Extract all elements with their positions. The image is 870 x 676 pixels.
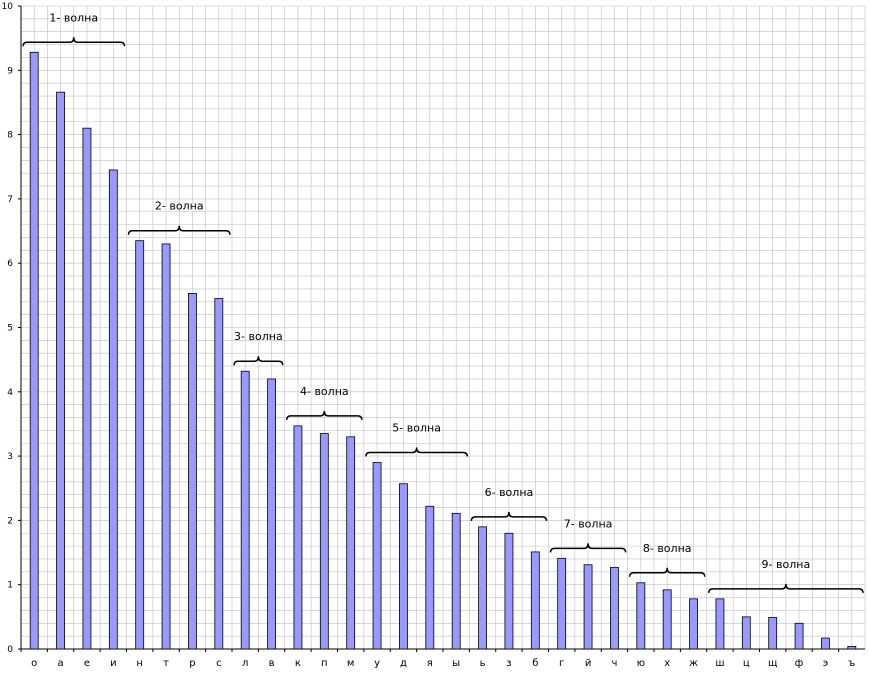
bar-о xyxy=(29,51,39,650)
x-tick-label: б xyxy=(532,658,538,669)
wave-label: 5- волна xyxy=(392,422,441,435)
wave-brace xyxy=(286,410,363,420)
bar-ъ xyxy=(847,646,857,650)
x-tick-label: з xyxy=(506,658,511,669)
x-tick-label: к xyxy=(295,658,301,669)
y-tick-label: 0 xyxy=(7,645,13,655)
bar-и xyxy=(108,169,118,650)
x-tick-label: а xyxy=(57,658,63,669)
bar-ь xyxy=(478,526,487,650)
wave-brace xyxy=(127,225,231,235)
x-tick-label: э xyxy=(823,658,829,669)
x-tick-label: у xyxy=(374,658,380,669)
bar-в xyxy=(267,378,276,650)
x-tick-label: я xyxy=(427,658,433,669)
bar-ж xyxy=(689,598,698,650)
x-tick-label: т xyxy=(163,658,169,669)
bar-а xyxy=(56,91,65,650)
wave-label: 3- волна xyxy=(234,330,283,343)
bar-б xyxy=(530,551,540,650)
y-tick-label: 8 xyxy=(7,131,13,141)
bar-п xyxy=(319,433,329,650)
y-tick-label: 5 xyxy=(7,324,13,334)
bar-м xyxy=(346,436,356,650)
bar-ю xyxy=(636,582,646,650)
bar-у xyxy=(372,462,382,650)
x-tick-label: ч xyxy=(611,658,617,669)
x-tick-label: г xyxy=(559,658,564,669)
y-tick-label: 2 xyxy=(7,516,13,526)
bar-х xyxy=(662,589,672,650)
x-tick-label: ц xyxy=(743,658,750,669)
wave-label: 9- волна xyxy=(762,558,811,571)
x-tick-label: л xyxy=(242,658,248,669)
wave-label: 6- волна xyxy=(485,486,534,499)
wave-label: 8- волна xyxy=(643,542,692,555)
wave-brace xyxy=(365,447,469,457)
y-tick-label: 9 xyxy=(7,66,13,76)
bar-й xyxy=(583,564,593,650)
x-tick-label: р xyxy=(189,658,195,669)
bar-д xyxy=(399,483,408,650)
bar-щ xyxy=(768,617,778,650)
bar-я xyxy=(425,505,435,650)
x-tick-label: х xyxy=(664,658,670,669)
bar-ф xyxy=(794,622,804,650)
wave-label: 7- волна xyxy=(564,517,613,530)
bar-ч xyxy=(610,566,619,650)
x-tick-label: о xyxy=(31,658,37,669)
x-tick-label: е xyxy=(84,658,90,669)
bar-л xyxy=(240,370,250,650)
x-tick-label: щ xyxy=(768,658,777,669)
x-tick-label: н xyxy=(136,658,143,669)
wave-brace xyxy=(708,583,864,593)
bar-ц xyxy=(741,616,751,650)
y-tick-label: 6 xyxy=(7,259,13,269)
wave-label: 2- волна xyxy=(155,200,204,213)
x-tick-label: й xyxy=(585,658,592,669)
bar-э xyxy=(821,637,830,650)
x-tick-label: ф xyxy=(795,658,804,669)
bar-ы xyxy=(451,512,461,650)
bar-к xyxy=(293,425,303,650)
bar-ш xyxy=(715,598,725,650)
wave-brace xyxy=(233,356,284,366)
x-tick-label: п xyxy=(321,658,328,669)
wave-label: 1- волна xyxy=(49,11,98,24)
x-tick-label: и xyxy=(110,658,117,669)
x-tick-label: ш xyxy=(715,658,724,669)
y-tick-label: 10 xyxy=(2,2,14,12)
bar-е xyxy=(82,127,92,650)
bar-з xyxy=(504,532,514,650)
bar-р xyxy=(188,293,197,650)
wave-brace xyxy=(628,567,706,577)
x-tick-label: ъ xyxy=(848,658,855,669)
y-tick-label: 4 xyxy=(7,388,13,398)
wave-brace xyxy=(22,37,126,47)
x-tick-label: в xyxy=(269,658,275,669)
wave-brace xyxy=(470,511,548,521)
y-tick-label: 1 xyxy=(7,581,13,591)
x-tick-label: ы xyxy=(452,658,460,669)
y-tick-label: 7 xyxy=(7,195,13,205)
wave-brace xyxy=(549,543,627,553)
x-tick-label: м xyxy=(347,658,355,669)
x-tick-label: с xyxy=(216,658,222,669)
bar-т xyxy=(161,243,171,650)
x-tick-label: ж xyxy=(689,658,698,669)
x-tick-label: ю xyxy=(637,658,645,669)
bar-н xyxy=(135,240,145,650)
x-tick-label: д xyxy=(400,658,407,669)
bar-с xyxy=(214,298,224,650)
y-tick-label: 3 xyxy=(7,452,13,462)
bar-г xyxy=(557,557,567,650)
wave-label: 4- волна xyxy=(300,385,349,398)
x-tick-label: ь xyxy=(480,658,486,669)
